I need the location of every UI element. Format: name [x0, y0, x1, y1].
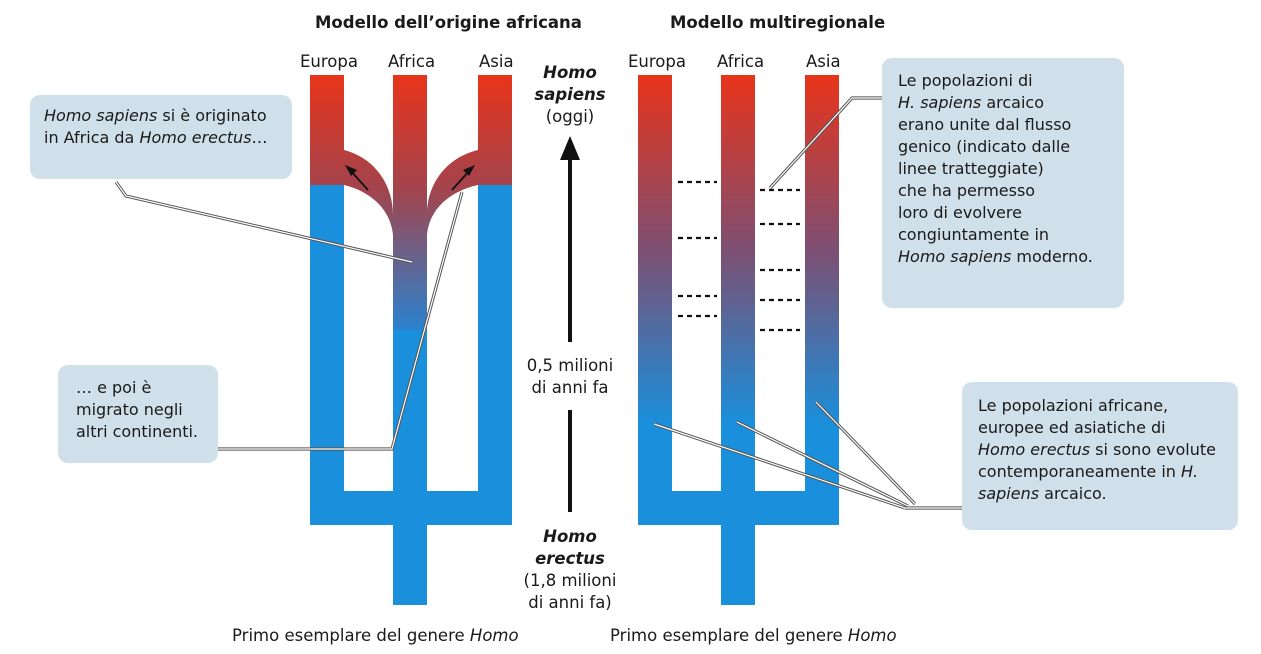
left-migration-branches [344, 150, 478, 240]
timeline-bottom-label: Homo erectus (1,8 milioni di anni fa) [523, 527, 617, 612]
right-bottom-caption: Primo esemplare del genere Homo [610, 626, 897, 645]
left-region-asia: Asia [479, 52, 514, 71]
callout-gene-flow: Le popolazioni di H. sapiens arcaico era… [882, 58, 1124, 308]
left-asia-erectus-branch [478, 185, 512, 525]
left-europe-sapiens [310, 75, 344, 185]
left-trunk [393, 491, 427, 605]
callout-migration: … e poi è migrato negli altri continenti… [58, 365, 218, 463]
right-tree [638, 75, 839, 605]
right-region-africa: Africa [717, 52, 765, 71]
left-europe-erectus-branch [310, 185, 344, 525]
left-model-title: Modello dell’origine africana [315, 13, 582, 32]
left-asia-sapiens [478, 75, 512, 185]
left-bottom-caption: Primo esemplare del genere Homo [232, 626, 519, 645]
time-arrow [560, 136, 580, 512]
gene-flow-lines [678, 180, 800, 332]
right-region-asia: Asia [806, 52, 841, 71]
right-model-title: Modello multiregionale [670, 13, 886, 32]
time-arrow-head [560, 136, 580, 160]
callout-parallel-evolution: Le popolazioni africane, europee ed asia… [962, 382, 1238, 530]
right-region-europa: Europa [628, 52, 686, 71]
callout-african-origin: Homo sapiens si è originato in Africa da… [30, 95, 292, 179]
timeline-mid-label: 0,5 milioni di anni fa [526, 356, 614, 397]
left-region-europa: Europa [300, 52, 358, 71]
left-tree [310, 75, 512, 605]
right-trunk [721, 491, 755, 605]
leader-lines [114, 96, 962, 510]
timeline-top-label: Homo sapiens (oggi) [534, 63, 606, 126]
left-region-africa: Africa [388, 52, 436, 71]
